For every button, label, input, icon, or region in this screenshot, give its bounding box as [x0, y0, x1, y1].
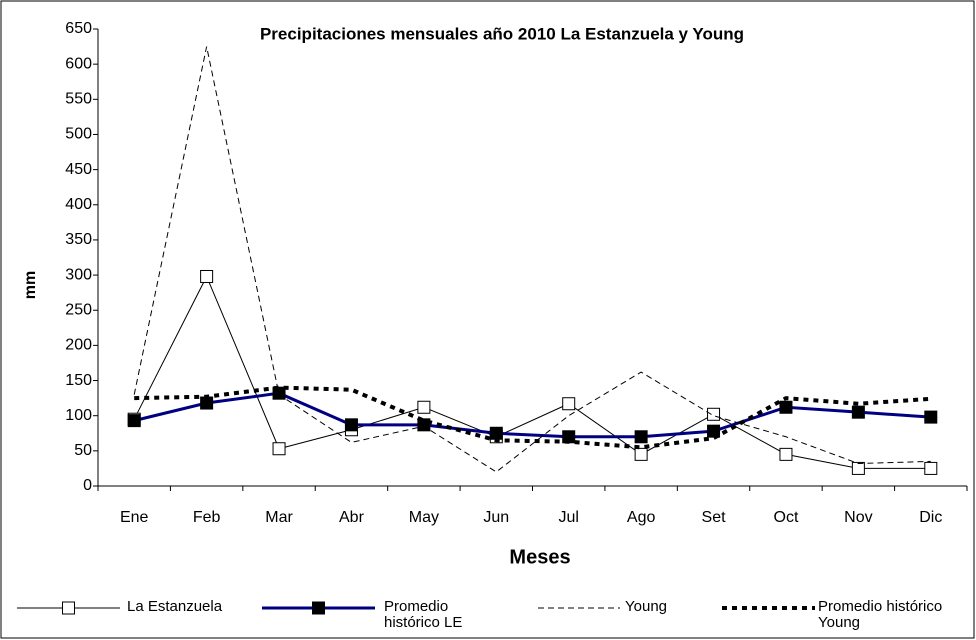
x-tick-label: Oct: [774, 509, 799, 526]
y-tick-label: 450: [65, 161, 92, 178]
marker: [707, 407, 721, 421]
y-axis-label: mm: [22, 271, 39, 299]
chart-title: Precipitaciones mensuales año 2010 La Es…: [260, 24, 744, 43]
series-line: [133, 46, 931, 473]
x-tick-label: Dic: [919, 509, 942, 526]
x-tick-label: Nov: [844, 509, 872, 526]
x-tick-label: May: [409, 509, 439, 526]
legend-label: Promedio histórico Young: [818, 598, 943, 631]
marker: [634, 430, 648, 444]
marker: [200, 269, 214, 283]
x-tick-label: Jul: [558, 509, 578, 526]
series-line: [133, 275, 931, 469]
marker: [851, 461, 865, 475]
legend-marker: [312, 601, 325, 615]
marker: [562, 397, 576, 411]
marker: [127, 414, 141, 428]
x-axis-label: Meses: [509, 546, 570, 568]
y-tick-label: 600: [65, 55, 92, 72]
legend-label: Young: [625, 598, 667, 615]
marker: [851, 405, 865, 419]
y-tick-label: 150: [65, 372, 92, 389]
legend-marker: [62, 601, 75, 615]
marker: [272, 442, 286, 456]
legend-label: Promedio histórico LE: [384, 598, 463, 631]
y-tick-label: 50: [74, 442, 92, 459]
marker: [344, 418, 358, 432]
y-tick-label: 0: [83, 477, 92, 494]
marker: [779, 400, 793, 414]
y-tick-label: 550: [65, 91, 92, 108]
y-tick-label: 400: [65, 196, 92, 213]
y-tick-label: 200: [65, 337, 92, 354]
marker: [924, 461, 938, 475]
y-tick-label: 100: [65, 407, 92, 424]
x-tick-label: Ago: [627, 509, 656, 526]
x-tick-label: Feb: [193, 509, 221, 526]
x-tick-label: Abr: [339, 509, 365, 526]
marker: [634, 447, 648, 461]
y-tick-label: 350: [65, 231, 92, 248]
marker: [779, 447, 793, 461]
x-tick-label: Ene: [120, 509, 149, 526]
series-line: [134, 385, 931, 450]
y-tick-label: 300: [65, 266, 92, 283]
series-line: [133, 391, 931, 439]
marker: [200, 396, 214, 410]
y-tick-label: 250: [65, 301, 92, 318]
x-tick-label: Mar: [265, 509, 293, 526]
legend-label: La Estanzuela: [127, 598, 223, 615]
marker: [417, 400, 431, 414]
marker: [489, 426, 503, 440]
y-tick-label: 650: [65, 20, 92, 37]
marker: [924, 410, 938, 424]
x-tick-label: Jun: [483, 509, 509, 526]
y-tick-label: 500: [65, 126, 92, 143]
x-tick-label: Set: [702, 509, 727, 526]
